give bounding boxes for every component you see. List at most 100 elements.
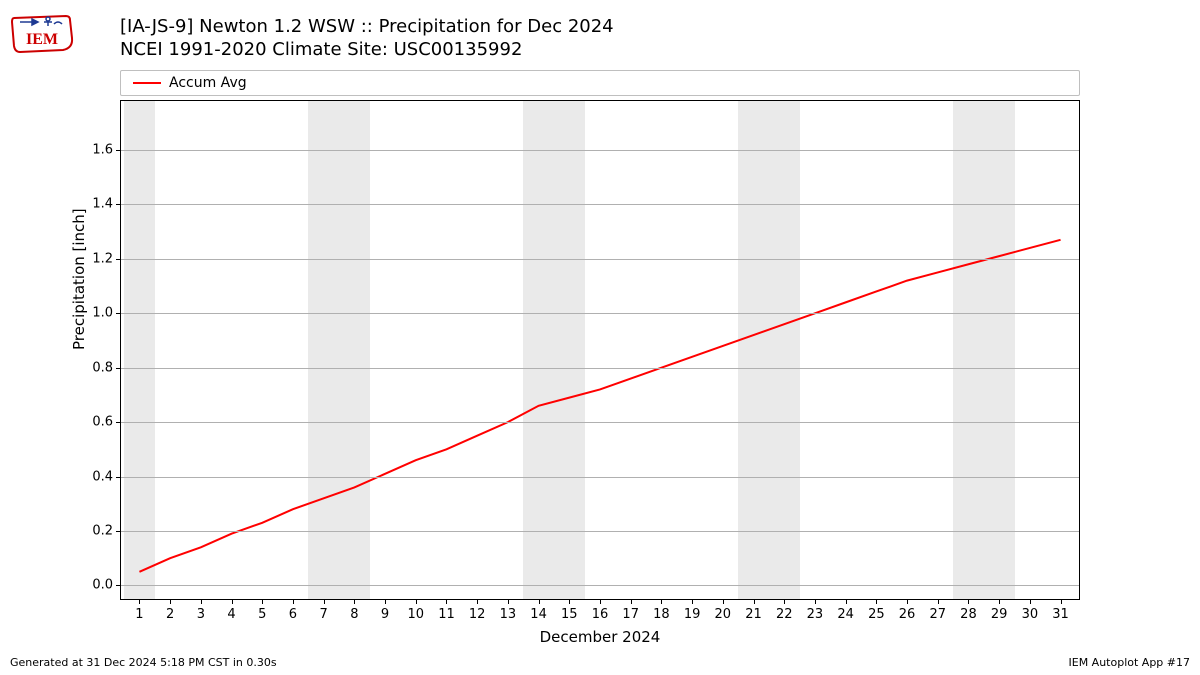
footer-app: IEM Autoplot App #17	[1069, 656, 1191, 669]
x-tick	[999, 599, 1000, 604]
x-tick	[938, 599, 939, 604]
x-tick	[262, 599, 263, 604]
x-tick-label: 25	[868, 607, 885, 622]
y-tick-label: 1.0	[92, 306, 113, 321]
x-tick	[1030, 599, 1031, 604]
y-tick-label: 0.6	[92, 415, 113, 430]
x-tick	[784, 599, 785, 604]
x-tick-label: 16	[592, 607, 609, 622]
x-tick	[569, 599, 570, 604]
x-tick	[815, 599, 816, 604]
x-tick-label: 17	[622, 607, 639, 622]
y-tick	[116, 531, 121, 532]
x-tick-label: 7	[320, 607, 328, 622]
x-tick	[968, 599, 969, 604]
legend-swatch	[133, 82, 161, 84]
x-tick	[876, 599, 877, 604]
x-tick-label: 22	[776, 607, 793, 622]
x-tick-label: 15	[561, 607, 578, 622]
x-tick-label: 10	[407, 607, 424, 622]
x-tick	[754, 599, 755, 604]
gridline	[121, 422, 1079, 423]
x-tick-label: 13	[500, 607, 517, 622]
x-tick	[723, 599, 724, 604]
x-tick-label: 11	[438, 607, 455, 622]
y-tick-label: 0.4	[92, 469, 113, 484]
x-tick-label: 27	[929, 607, 946, 622]
title-line2: NCEI 1991-2020 Climate Site: USC00135992	[120, 38, 614, 61]
y-tick	[116, 313, 121, 314]
x-tick-label: 18	[653, 607, 670, 622]
plot-area: 0.00.20.40.60.81.01.21.41.61234567891011…	[120, 100, 1080, 600]
x-tick-label: 31	[1052, 607, 1069, 622]
x-tick-label: 14	[530, 607, 547, 622]
x-tick-label: 12	[469, 607, 486, 622]
x-tick-label: 4	[227, 607, 235, 622]
legend: Accum Avg	[120, 70, 1080, 96]
x-tick	[232, 599, 233, 604]
x-tick	[170, 599, 171, 604]
x-tick-label: 26	[899, 607, 916, 622]
x-tick	[201, 599, 202, 604]
y-tick-label: 0.0	[92, 578, 113, 593]
x-tick	[846, 599, 847, 604]
gridline	[121, 150, 1079, 151]
iem-logo: IEM	[8, 8, 78, 58]
gridline	[121, 259, 1079, 260]
x-tick-label: 21	[745, 607, 762, 622]
y-tick	[116, 259, 121, 260]
series-line	[139, 240, 1060, 572]
line-series	[121, 101, 1079, 599]
x-tick	[692, 599, 693, 604]
y-tick-label: 1.2	[92, 251, 113, 266]
title-line1: [IA-JS-9] Newton 1.2 WSW :: Precipitatio…	[120, 15, 614, 38]
x-tick	[139, 599, 140, 604]
x-tick	[477, 599, 478, 604]
x-tick	[600, 599, 601, 604]
gridline	[121, 368, 1079, 369]
x-tick-label: 6	[289, 607, 297, 622]
x-tick	[293, 599, 294, 604]
x-tick	[446, 599, 447, 604]
y-tick	[116, 585, 121, 586]
x-tick-label: 1	[135, 607, 143, 622]
legend-label: Accum Avg	[169, 75, 247, 91]
x-axis-label: December 2024	[120, 628, 1080, 646]
gridline	[121, 313, 1079, 314]
gridline	[121, 477, 1079, 478]
gridline	[121, 585, 1079, 586]
y-tick-label: 1.6	[92, 142, 113, 157]
y-tick	[116, 368, 121, 369]
x-tick-label: 28	[960, 607, 977, 622]
x-tick	[661, 599, 662, 604]
y-tick	[116, 477, 121, 478]
x-tick	[416, 599, 417, 604]
x-tick-label: 24	[837, 607, 854, 622]
x-tick-label: 8	[350, 607, 358, 622]
x-tick-label: 19	[684, 607, 701, 622]
x-tick-label: 29	[991, 607, 1008, 622]
x-tick	[385, 599, 386, 604]
y-tick	[116, 204, 121, 205]
y-tick-label: 0.2	[92, 523, 113, 538]
svg-text:IEM: IEM	[26, 31, 58, 48]
x-tick-label: 9	[381, 607, 389, 622]
y-tick-label: 0.8	[92, 360, 113, 375]
chart-title: [IA-JS-9] Newton 1.2 WSW :: Precipitatio…	[120, 15, 614, 62]
x-tick	[324, 599, 325, 604]
y-tick	[116, 150, 121, 151]
x-tick	[1061, 599, 1062, 604]
y-axis-label: Precipitation [inch]	[70, 208, 88, 350]
gridline	[121, 531, 1079, 532]
x-tick	[508, 599, 509, 604]
footer-generated: Generated at 31 Dec 2024 5:18 PM CST in …	[10, 656, 277, 669]
x-tick-label: 2	[166, 607, 174, 622]
x-tick-label: 20	[715, 607, 732, 622]
gridline	[121, 204, 1079, 205]
y-tick-label: 1.4	[92, 197, 113, 212]
x-tick	[539, 599, 540, 604]
x-tick-label: 23	[807, 607, 824, 622]
x-tick	[907, 599, 908, 604]
x-tick-label: 5	[258, 607, 266, 622]
x-tick	[631, 599, 632, 604]
